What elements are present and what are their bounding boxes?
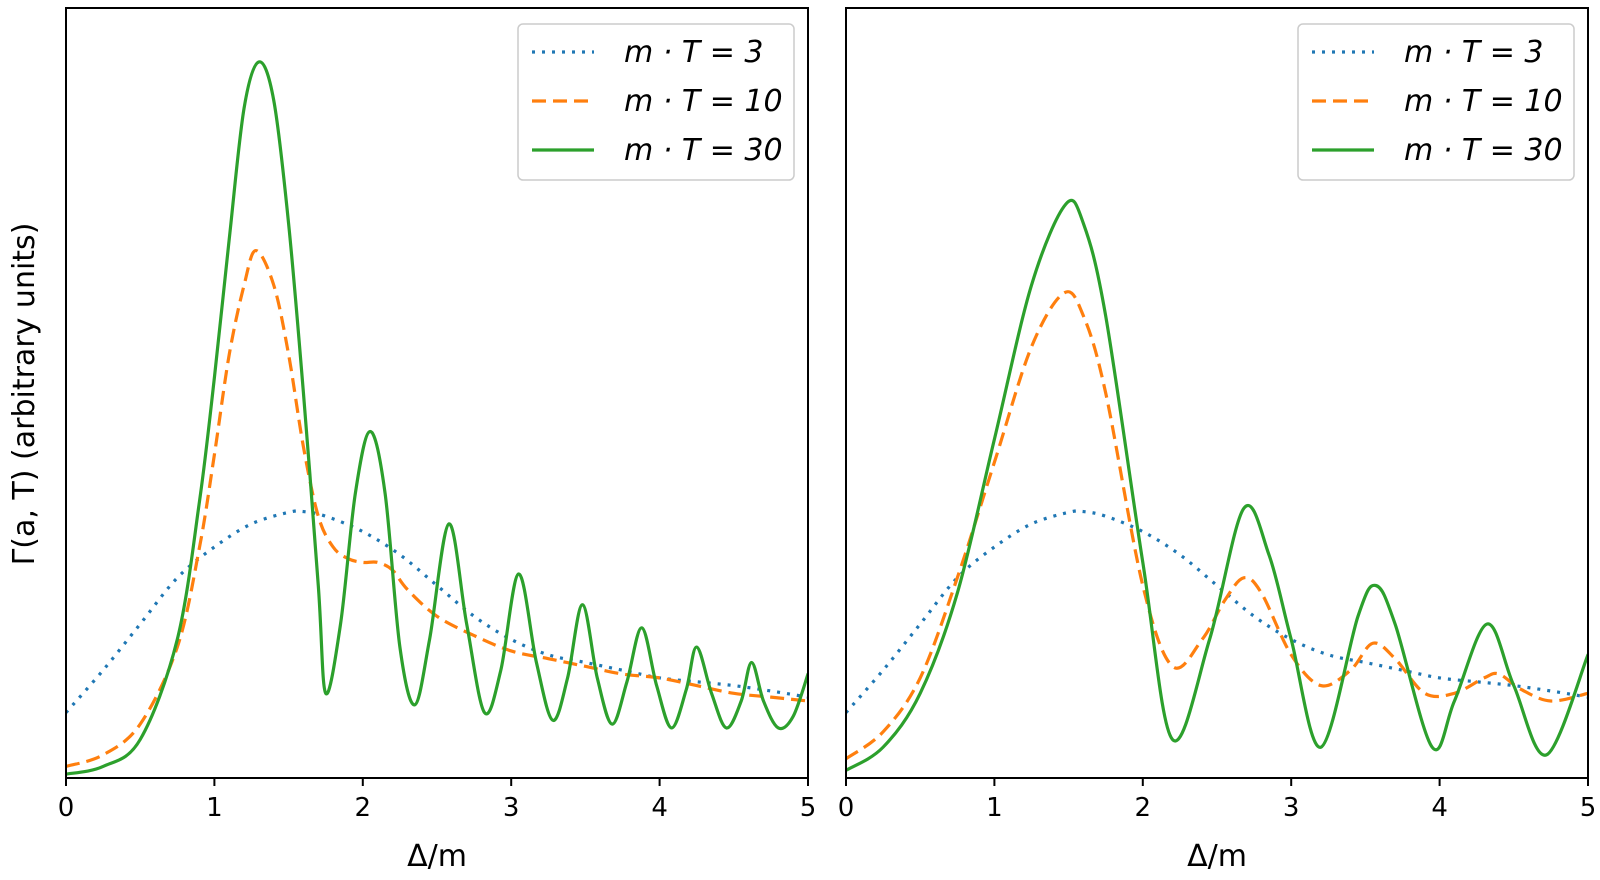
x-tick-label: 4 (651, 793, 668, 823)
x-tick-label: 4 (1431, 793, 1448, 823)
x-tick-label: 5 (1580, 793, 1597, 823)
axes-frame (845, 7, 1589, 779)
legend-label-3: m · T = 30 (1404, 133, 1563, 168)
series-line-2 (66, 248, 808, 768)
legend-label-2: m · T = 10 (1404, 84, 1563, 119)
legend-box (1297, 23, 1575, 181)
x-tick-label: 3 (1283, 793, 1300, 823)
x-tick-label: 5 (800, 793, 817, 823)
series-line-3 (66, 60, 808, 776)
x-axis-label: Δ/m (1187, 839, 1247, 874)
series-group (66, 60, 808, 776)
x-tick-label: 3 (503, 793, 520, 823)
x-tick-label: 2 (1135, 793, 1152, 823)
legend: m · T = 3 m · T = 10 m · T = 30 (517, 23, 795, 181)
legend-label-1: m · T = 3 (1404, 35, 1543, 70)
series-line-3 (846, 198, 1588, 772)
series-line-1 (846, 509, 1588, 714)
legend-label-3: m · T = 30 (624, 133, 783, 168)
series-group (846, 198, 1588, 772)
x-tick-label: 1 (986, 793, 1003, 823)
x-tick-label: 2 (355, 793, 372, 823)
x-tick-label: 0 (58, 793, 75, 823)
chart-panel-2: 0 1 2 3 4 5 Δ/m m · T = 3 m · T = 10 m · T = 30 (838, 7, 1597, 874)
legend: m · T = 3 m · T = 10 m · T = 30 (1297, 23, 1575, 181)
x-tick-label: 1 (206, 793, 223, 823)
x-axis-label: Δ/m (407, 839, 467, 874)
chart-panel-1: 0 1 2 3 4 5 Δ/m m · T = 3 m · T = 10 m · T = 30 (58, 7, 817, 874)
series-line-2 (846, 290, 1588, 761)
axes-frame (65, 7, 809, 779)
series-line-1 (66, 509, 808, 714)
panels: 0 1 2 3 4 5 Δ/m m · T = 3 m · T = 10 m · T = 30 0 1… (58, 7, 1597, 874)
x-tick-label: 0 (838, 793, 855, 823)
legend-box (517, 23, 795, 181)
legend-label-1: m · T = 3 (624, 35, 763, 70)
y-axis-label: Γ(a, T) (arbitrary units) (7, 223, 42, 566)
legend-label-2: m · T = 10 (624, 84, 783, 119)
